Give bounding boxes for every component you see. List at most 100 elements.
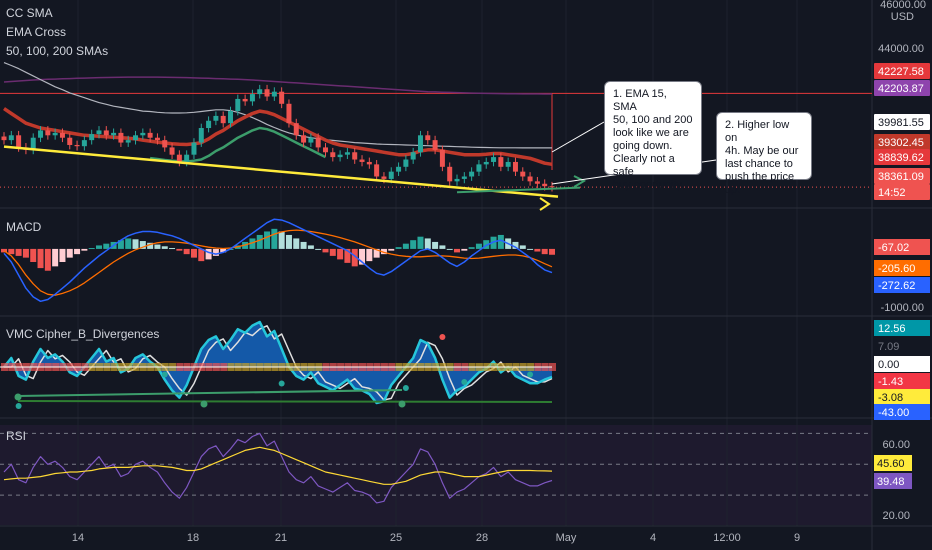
rsi-tick-60: 60.00: [882, 439, 910, 451]
vmc-signal-dot: [461, 379, 468, 385]
vmc-signal-dot: [402, 385, 409, 391]
indicator-label-cc-sma[interactable]: CC SMA: [6, 6, 53, 20]
macd-value-label: -67.02: [878, 242, 909, 254]
macd-histogram-bar: [264, 231, 271, 249]
vmc-signal-dot: [161, 371, 168, 378]
macd-histogram-bar: [388, 248, 395, 251]
candle-body: [315, 137, 321, 148]
macd-histogram-bar: [285, 234, 292, 249]
vmc-money-flow: [549, 363, 556, 371]
macd-histogram-bar: [293, 238, 300, 249]
candle-body: [512, 161, 518, 172]
candle-body: [352, 152, 358, 160]
macd-histogram-bar: [154, 244, 161, 249]
rsi-value-label: 45.60: [877, 458, 905, 470]
macd-histogram-bar: [8, 248, 15, 255]
vmc-signal-dot: [15, 403, 22, 409]
price-tags: 42227.58 42203.87 39981.55 39302.45 38839.62…: [874, 63, 930, 200]
currency-label[interactable]: USD: [891, 11, 914, 23]
candle-body: [498, 157, 504, 167]
candle-body: [388, 171, 394, 179]
candle-body: [30, 137, 36, 150]
candle-body: [469, 171, 475, 177]
vmc-signal-dot: [439, 334, 446, 340]
candle-body: [417, 135, 423, 153]
macd-value-tag: [874, 260, 930, 276]
macd-title[interactable]: MACD: [6, 220, 42, 234]
macd-histogram-bar: [190, 248, 197, 258]
vmc-pane[interactable]: [0, 320, 556, 409]
candle-body: [103, 130, 109, 136]
candle-body: [410, 152, 416, 160]
macd-histogram-bar: [446, 248, 453, 250]
price-tag-label: 38361.09: [878, 171, 924, 183]
candle-body: [133, 135, 139, 141]
macd-histogram-bar: [541, 248, 548, 255]
candle-body: [520, 171, 526, 177]
vmc-value-label: 0.00: [878, 359, 899, 371]
macd-histogram-bar: [402, 243, 409, 249]
macd-histogram-bar: [220, 248, 227, 253]
price-tag: [874, 63, 930, 79]
rsi-title[interactable]: RSI: [6, 429, 26, 443]
macd-histogram-bar: [183, 248, 190, 255]
higher-low-arrow: [573, 175, 587, 188]
vmc-signal-dot: [527, 371, 534, 378]
price-pane[interactable]: [0, 62, 872, 211]
macd-histogram-bar: [117, 240, 124, 249]
macd-histogram-bar: [37, 248, 44, 269]
macd-histogram-bar: [417, 236, 424, 249]
candle-body: [198, 128, 204, 143]
price-tag-label: 14:52: [878, 187, 906, 199]
candle-body: [271, 91, 277, 97]
candle-body: [432, 140, 438, 150]
macd-histogram-bar: [373, 248, 380, 258]
macd-histogram-bar: [461, 248, 468, 251]
vmc-value-tag: [874, 356, 930, 372]
vmc-wavetrend-1: [3, 320, 553, 405]
rsi-value-tag: [874, 473, 912, 489]
macd-histogram-bar: [337, 248, 344, 260]
indicator-label-smas[interactable]: 50, 100, 200 SMAs: [6, 44, 108, 58]
macd-histogram-bar: [490, 236, 497, 249]
macd-histogram-bar: [198, 248, 205, 262]
price-tick-44000: 44000.00: [878, 43, 924, 55]
macd-histogram-bar: [468, 247, 475, 249]
indicator-label-ema-cross[interactable]: EMA Cross: [6, 25, 66, 39]
support-trendline: [3, 145, 559, 198]
rsi-pane[interactable]: [0, 432, 872, 504]
macd-histogram-bar: [380, 248, 387, 255]
time-axis[interactable]: 14 18 21 25 28 May 4 12:00 9: [72, 532, 800, 544]
time-axis-label: 4: [650, 532, 656, 544]
price-tag-label: 39981.55: [878, 117, 924, 129]
macd-histogram-bar: [74, 248, 81, 255]
candle-body: [454, 178, 460, 182]
vmc-title[interactable]: VMC Cipher_B_Divergences: [6, 327, 159, 341]
annotation-note-2[interactable]: 2. Higher low on 4h. May be our last cha…: [716, 112, 812, 196]
vmc-value-tag: [874, 320, 930, 336]
annotation-note-1[interactable]: 1. EMA 15, SMA 50, 100 and 200 look like…: [604, 81, 702, 191]
candle-body: [491, 157, 497, 162]
macd-histogram-bar: [278, 231, 285, 249]
time-axis-label: 9: [794, 532, 800, 544]
candle-body: [534, 181, 540, 184]
candle-body: [89, 134, 95, 141]
price-tag: [874, 80, 930, 96]
price-tag: [874, 184, 930, 200]
macd-histogram-bar: [512, 241, 519, 249]
candle-body: [439, 149, 445, 167]
price-tick-46000: 46000.00: [880, 0, 926, 11]
candle-body: [476, 164, 482, 172]
rsi-band: [0, 425, 872, 525]
macd-histogram-bar: [439, 245, 446, 249]
candle-body: [337, 154, 343, 158]
rsi-line: [3, 432, 553, 504]
macd-histogram-bar: [359, 248, 366, 265]
macd-pane[interactable]: [1, 218, 555, 303]
macd-histogram-bar: [300, 241, 307, 249]
macd-histogram-bar: [307, 245, 314, 249]
candle-body: [374, 164, 380, 177]
candle-body: [191, 142, 197, 155]
candle-body: [461, 176, 467, 179]
